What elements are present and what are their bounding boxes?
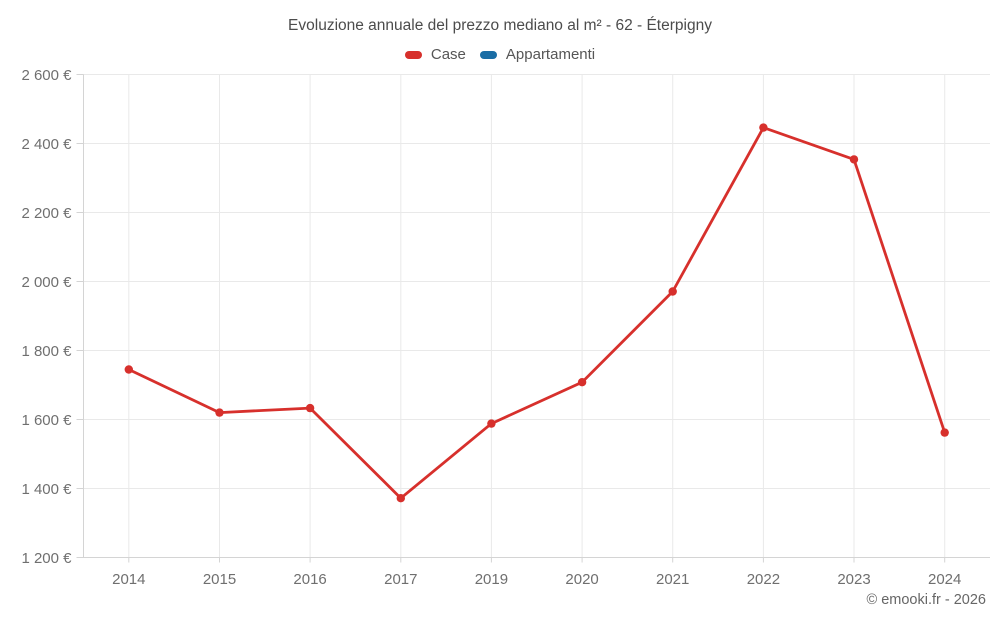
svg-text:1 600 €: 1 600 € xyxy=(21,412,72,429)
svg-text:1 800 €: 1 800 € xyxy=(21,343,72,360)
case-series-swatch xyxy=(404,50,422,59)
svg-text:2 200 €: 2 200 € xyxy=(21,205,72,222)
svg-text:2015: 2015 xyxy=(203,571,236,588)
svg-text:2014: 2014 xyxy=(112,571,145,588)
appartamenti-series-swatch xyxy=(479,50,497,59)
legend-label-case: Case xyxy=(430,46,466,63)
svg-text:1 400 €: 1 400 € xyxy=(21,481,72,498)
svg-text:2021: 2021 xyxy=(656,571,689,588)
copyright: © emooki.fr - 2026 xyxy=(866,592,986,608)
svg-text:2020: 2020 xyxy=(565,571,598,588)
svg-text:2016: 2016 xyxy=(293,571,326,588)
legend: Case Appartamenti xyxy=(0,46,1000,63)
svg-text:2 400 €: 2 400 € xyxy=(21,136,72,153)
legend-label-appartamenti: Appartamenti xyxy=(505,46,596,63)
svg-text:2 000 €: 2 000 € xyxy=(21,274,72,291)
svg-text:2022: 2022 xyxy=(747,571,780,588)
svg-text:1 200 €: 1 200 € xyxy=(21,550,72,567)
legend-item-appartamenti[interactable]: Appartamenti xyxy=(479,46,596,63)
svg-text:2 600 €: 2 600 € xyxy=(21,67,72,84)
legend-item-case[interactable]: Case xyxy=(404,46,466,63)
svg-text:2023: 2023 xyxy=(837,571,870,588)
chart-title: Evoluzione annuale del prezzo mediano al… xyxy=(288,17,712,34)
svg-text:2017: 2017 xyxy=(384,571,417,588)
svg-text:2019: 2019 xyxy=(475,571,508,588)
svg-text:2024: 2024 xyxy=(928,571,961,588)
